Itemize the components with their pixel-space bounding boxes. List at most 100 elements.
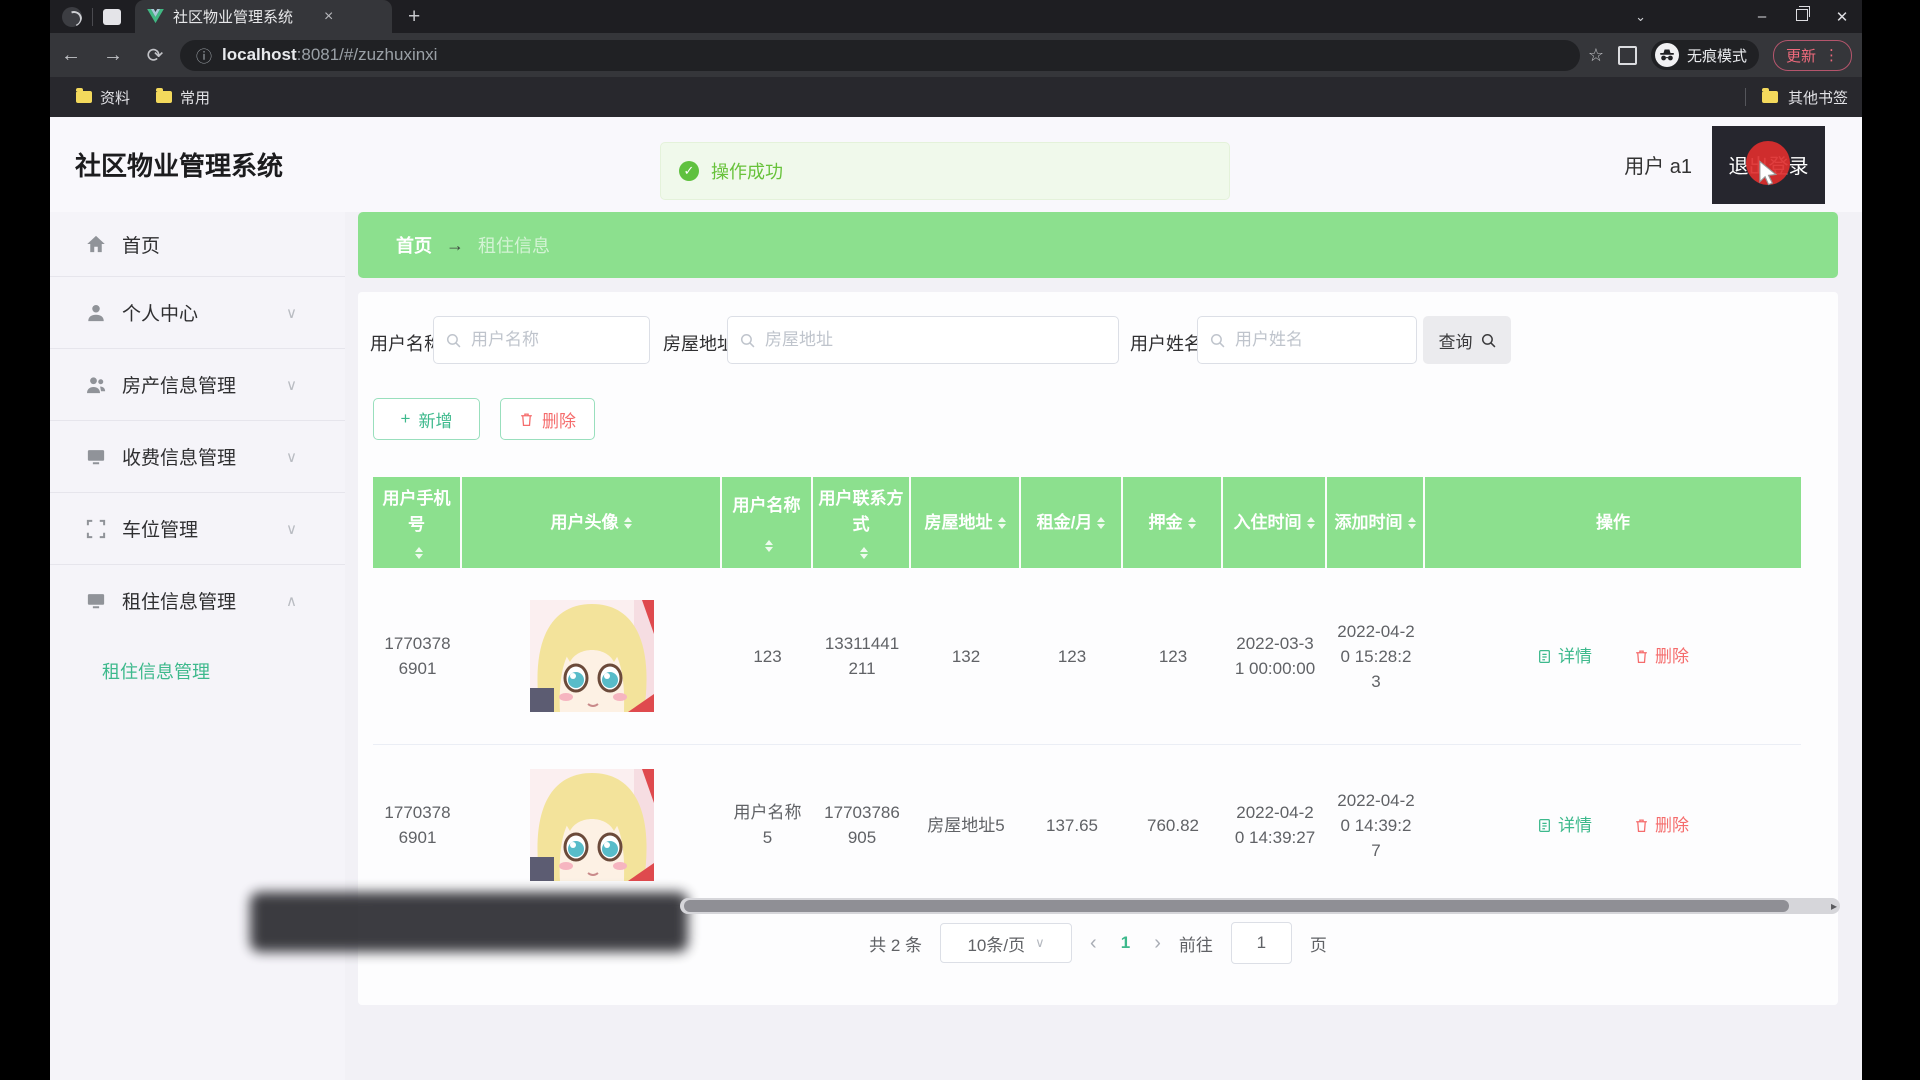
column-header[interactable]: 入住时间: [1223, 477, 1327, 568]
browser-tab[interactable]: 社区物业管理系统 ×: [135, 0, 392, 33]
username-input[interactable]: [469, 329, 637, 351]
forward-icon[interactable]: →: [103, 43, 123, 66]
batch-delete-button[interactable]: 删除: [500, 398, 595, 440]
sidebar-subitem-rental-info[interactable]: 租住信息管理: [50, 636, 345, 705]
column-header[interactable]: 用户联系方式: [813, 477, 911, 568]
breadcrumb-home[interactable]: 首页: [396, 236, 432, 256]
bookmark-folder[interactable]: 常用: [156, 87, 210, 108]
column-header[interactable]: 租金/月: [1021, 477, 1123, 568]
row-delete-label: 删除: [1655, 815, 1689, 835]
success-toast: ✓ 操作成功: [660, 142, 1230, 200]
sort-icon[interactable]: [415, 546, 423, 559]
side-panel-icon[interactable]: [1617, 45, 1637, 65]
sort-icon[interactable]: [623, 516, 632, 529]
column-header[interactable]: 用户名称: [722, 477, 813, 568]
sort-icon[interactable]: [1097, 516, 1106, 529]
window-thumbnail-icon[interactable]: [103, 8, 121, 25]
table-row[interactable]: 17703786901: [373, 745, 1801, 906]
bookmark-folder[interactable]: 资料: [76, 87, 130, 108]
sidebar-item-parking[interactable]: 车位管理 ∨: [50, 493, 345, 565]
back-icon[interactable]: ←: [61, 43, 81, 66]
cell-deposit: 123: [1158, 646, 1188, 666]
page-unit-label: 页: [1309, 935, 1327, 955]
row-delete-link[interactable]: 删除: [1634, 644, 1689, 669]
address-input[interactable]: [763, 329, 1106, 351]
other-bookmarks-label: 其他书签: [1787, 89, 1848, 107]
sidebar-item-label: 收费信息管理: [122, 448, 237, 469]
sidebar-item-property-info[interactable]: 房产信息管理 ∨: [50, 349, 345, 421]
sidebar-item-label: 租住信息管理: [122, 592, 237, 613]
other-bookmarks[interactable]: 其他书签: [1744, 87, 1848, 108]
column-header[interactable]: 用户手机号: [373, 477, 462, 568]
row-delete-link[interactable]: 删除: [1634, 813, 1689, 838]
cell-checkin-time: 2022-04-20 14:39:27: [1234, 803, 1316, 847]
url-path: :8081/#/zuzhuxinxi: [296, 45, 438, 64]
sidebar-subitem-label: 租住信息管理: [102, 661, 210, 682]
page-size-select[interactable]: 10条/页 ∨: [940, 923, 1073, 963]
sort-icon[interactable]: [1407, 516, 1416, 529]
delete-button-label: 删除: [542, 411, 576, 431]
app-title: 社区物业管理系统: [75, 151, 284, 181]
breadcrumb-current: 租住信息: [478, 236, 550, 256]
detail-link[interactable]: 详情: [1537, 644, 1592, 669]
toolbar-right: ☆ 无痕模式 更新 ⋮: [1587, 39, 1852, 71]
address-bar[interactable]: ⓘ localhost:8081/#/zuzhuxinxi: [180, 39, 1580, 71]
divider: [92, 7, 93, 26]
current-page[interactable]: 1: [1120, 933, 1131, 952]
sidebar-item-personal-center[interactable]: 个人中心 ∨: [50, 277, 345, 349]
table-row[interactable]: 17703786901: [373, 568, 1801, 745]
goto-page-input[interactable]: [1230, 922, 1292, 964]
bookmark-star-icon[interactable]: ☆: [1587, 44, 1604, 65]
cell-added-time: 2022-04-20 14:39:27: [1337, 790, 1415, 860]
tab-close-icon[interactable]: ×: [324, 7, 334, 25]
scrollbar-thumb[interactable]: [684, 900, 1789, 912]
browser-update-menu[interactable]: 更新 ⋮: [1772, 39, 1852, 71]
browser-profile-icon[interactable]: [62, 6, 82, 27]
window-restore-button[interactable]: [1782, 6, 1822, 25]
sidebar-item-fee-info[interactable]: 收费信息管理 ∨: [50, 421, 345, 493]
site-info-icon[interactable]: ⓘ: [196, 49, 213, 66]
chevron-down-icon: ∨: [286, 448, 297, 466]
cell-phone: 17703786901: [384, 803, 451, 847]
bookmark-label: 资料: [100, 89, 131, 107]
add-button[interactable]: + 新增: [373, 398, 480, 440]
prev-page-icon[interactable]: ‹: [1090, 931, 1097, 954]
tab-search-icon[interactable]: ⌄: [1635, 8, 1646, 24]
sidebar-item-home[interactable]: 首页: [50, 212, 345, 277]
realname-input[interactable]: [1233, 329, 1404, 351]
column-header[interactable]: 添加时间: [1327, 477, 1425, 568]
sidebar-item-label: 个人中心: [122, 304, 199, 325]
cell-avatar: [462, 745, 722, 905]
horizontal-scrollbar[interactable]: ▸: [680, 898, 1840, 914]
window-minimize-button[interactable]: –: [1757, 8, 1767, 25]
next-page-icon[interactable]: ›: [1154, 931, 1161, 954]
new-tab-button[interactable]: +: [408, 4, 421, 28]
chevron-up-icon: ∧: [286, 592, 297, 610]
pagination-total: 共 2 条: [869, 935, 923, 955]
trash-icon: [1636, 819, 1647, 832]
table-header: 用户手机号 用户头像 用户名称 用户联系方式 房屋地址 租金/月 押金 入住时间…: [373, 477, 1801, 568]
scrollbar-arrow-icon[interactable]: ▸: [1830, 899, 1837, 913]
sort-icon[interactable]: [1306, 516, 1315, 529]
sidebar-item-rental-info[interactable]: 租住信息管理 ∧: [50, 565, 345, 636]
column-header[interactable]: 房屋地址: [911, 477, 1021, 568]
menu-kebab-icon[interactable]: ⋮: [1824, 47, 1839, 64]
search-icon: [446, 333, 461, 347]
column-header[interactable]: 用户头像: [462, 477, 722, 568]
users-icon: [87, 376, 106, 393]
cell-phone: 17703786901: [384, 634, 451, 678]
reload-icon[interactable]: ⟳: [146, 44, 164, 67]
sort-icon[interactable]: [1187, 516, 1196, 529]
sort-icon[interactable]: [765, 540, 773, 553]
detail-link[interactable]: 详情: [1537, 813, 1592, 838]
column-header[interactable]: 押金: [1123, 477, 1223, 568]
success-check-icon: ✓: [679, 161, 699, 181]
sort-icon[interactable]: [997, 516, 1006, 529]
window-close-button[interactable]: ✕: [1835, 8, 1849, 26]
scan-brackets-icon: [86, 519, 106, 538]
cell-actions: 详情 删除: [1425, 745, 1801, 905]
sort-icon[interactable]: [859, 546, 868, 559]
query-button[interactable]: 查询: [1423, 316, 1511, 364]
cell-deposit: 760.82: [1147, 815, 1199, 835]
plus-icon: +: [400, 409, 411, 428]
